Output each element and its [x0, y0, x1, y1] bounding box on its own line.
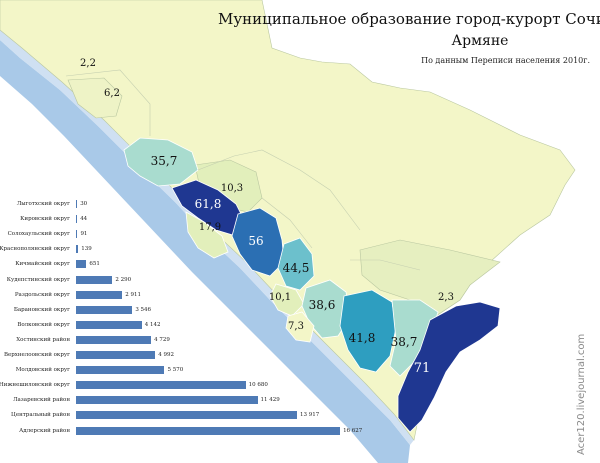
bar-value-label: 2 911 [125, 291, 141, 298]
region-label-r5: 61,8 [195, 197, 222, 211]
bar [76, 366, 165, 375]
region-r8-area [277, 237, 315, 291]
bar-category-label: Центральный район [11, 412, 70, 419]
bar-row: Верхнелоовский округ 4 992 [0, 349, 380, 363]
region-label-r15: 2,3 [438, 292, 454, 303]
region-label-r4: 10,3 [221, 183, 243, 194]
region-label-r11: 7,3 [288, 321, 304, 332]
bar-category-label: Кудепстинский округ [6, 276, 70, 283]
region-r6-area [185, 211, 229, 259]
bar-value-label: 13 917 [300, 412, 320, 419]
bar [76, 305, 133, 314]
bar-category-label: Волковский округ [17, 321, 70, 328]
region-r12-area [339, 289, 397, 373]
bar-row: Кудепстинский округ 2 290 [0, 274, 380, 288]
region-label-r12: 41,8 [349, 331, 376, 345]
region-label-r2: 6,2 [104, 88, 120, 99]
bar-category-label: Лыготхский округ [16, 201, 70, 207]
bar-row: Молдовский округ 5 570 [0, 364, 380, 378]
bar-category-label: Хостинский район [16, 336, 70, 343]
bar [76, 215, 78, 224]
bar-row: Лазаревский район 11 429 [0, 394, 380, 408]
bar-value-label: 4 992 [158, 352, 175, 358]
bar-value-label: 44 [80, 216, 88, 223]
region-label-r10: 38,6 [309, 298, 336, 312]
bar-row: Барановский округ 3 546 [0, 304, 380, 318]
region-r2-area [67, 77, 123, 119]
bar [76, 351, 156, 359]
bar-category-label: Барановский округ [13, 306, 70, 313]
coast-strip [0, 30, 414, 445]
bar-category-label: Кичмайский округ [15, 261, 70, 268]
bar-row: Центральный район 13 917 [0, 409, 380, 423]
region-label-r9: 10,1 [269, 292, 291, 303]
map-subtitle: Армяне [451, 33, 509, 49]
region-labels: 2,2 6,2 35,7 10,3 61,8 17,9 56 44,5 10,1… [80, 58, 454, 376]
bar-value-label: 11 429 [260, 397, 280, 404]
bar [76, 396, 258, 405]
source-note: По данным Переписи населения 2010г. [421, 56, 590, 65]
region-label-r7: 56 [248, 234, 263, 248]
region-label-r6: 17,9 [199, 222, 221, 233]
bar [76, 335, 152, 344]
region-label-r14: 71 [414, 361, 431, 376]
bar-row: Хостинский район 4 729 [0, 334, 380, 348]
region-r3-area [123, 137, 199, 187]
bar-row: Солохаульский округ 91 [0, 228, 380, 242]
bar-value-label: 3 546 [135, 306, 152, 313]
population-bar-chart: Лыготхский округ 30 Кировский округ 44 Солох… [0, 198, 380, 438]
bar [76, 245, 79, 254]
bar-value-label: 4 142 [144, 321, 161, 328]
bar-value-label: 5 570 [167, 367, 184, 374]
bar-category-label: Молдовский округ [15, 367, 70, 374]
bar-value-label: 651 [89, 261, 100, 268]
bar-row: Лыготхский округ 30 [0, 198, 380, 212]
bar-value-label: 30 [80, 201, 88, 207]
region-r7-area [231, 207, 285, 277]
bar-category-label: Нижнешиловский округ [0, 382, 70, 389]
region-label-r1: 2,2 [80, 58, 96, 69]
region-r11-area [285, 311, 315, 343]
bar [76, 411, 298, 420]
bar-row: Кичмайский округ 651 [0, 258, 380, 272]
map-title: Муниципальное образование город-курорт С… [218, 10, 600, 28]
district-boundaries [65, 69, 421, 271]
bar-row: Нижнешиловский округ 10 680 [0, 379, 380, 393]
bar [76, 275, 113, 284]
bar-row: Волковский округ 4 142 [0, 319, 380, 333]
bar-category-label: Солохаульский округ [7, 231, 70, 238]
bar-row: Краснополянский округ 139 [0, 243, 380, 257]
bar-category-label: Верхнелоовский округ [3, 352, 70, 358]
region-r10-area [301, 279, 351, 339]
bar-category-label: Адлерский район [19, 427, 70, 434]
region-r15-area [359, 239, 501, 321]
bar [76, 260, 87, 269]
bar [76, 381, 246, 390]
bar-value-label: 16 627 [343, 427, 363, 434]
region-label-r3: 35,7 [151, 154, 178, 168]
bar-value-label: 2 290 [115, 276, 132, 283]
bar-value-label: 139 [81, 246, 92, 253]
bar [76, 320, 142, 329]
bar-value-label: 91 [80, 231, 88, 238]
bar-category-label: Краснополянский округ [0, 246, 70, 253]
watermark: Acer120.livejournal.com [576, 333, 587, 455]
region-r14-area [397, 301, 501, 433]
bar-category-label: Кировский округ [20, 216, 70, 223]
bar-row: Адлерский район 16 627 [0, 425, 380, 439]
bar [76, 230, 78, 239]
bar-category-label: Лазаревский район [12, 397, 70, 404]
bar-category-label: Раздольский округ [14, 291, 70, 298]
bar-row: Раздольский округ 2 911 [0, 289, 380, 303]
bar [76, 426, 341, 435]
bar-value-label: 4 729 [154, 336, 170, 343]
bar [76, 290, 123, 299]
region-label-r8: 44,5 [283, 261, 310, 275]
bar [76, 200, 78, 208]
region-label-r13: 38,7 [391, 335, 418, 349]
bar-value-label: 10 680 [248, 382, 268, 389]
bar-row: Кировский округ 44 [0, 213, 380, 227]
